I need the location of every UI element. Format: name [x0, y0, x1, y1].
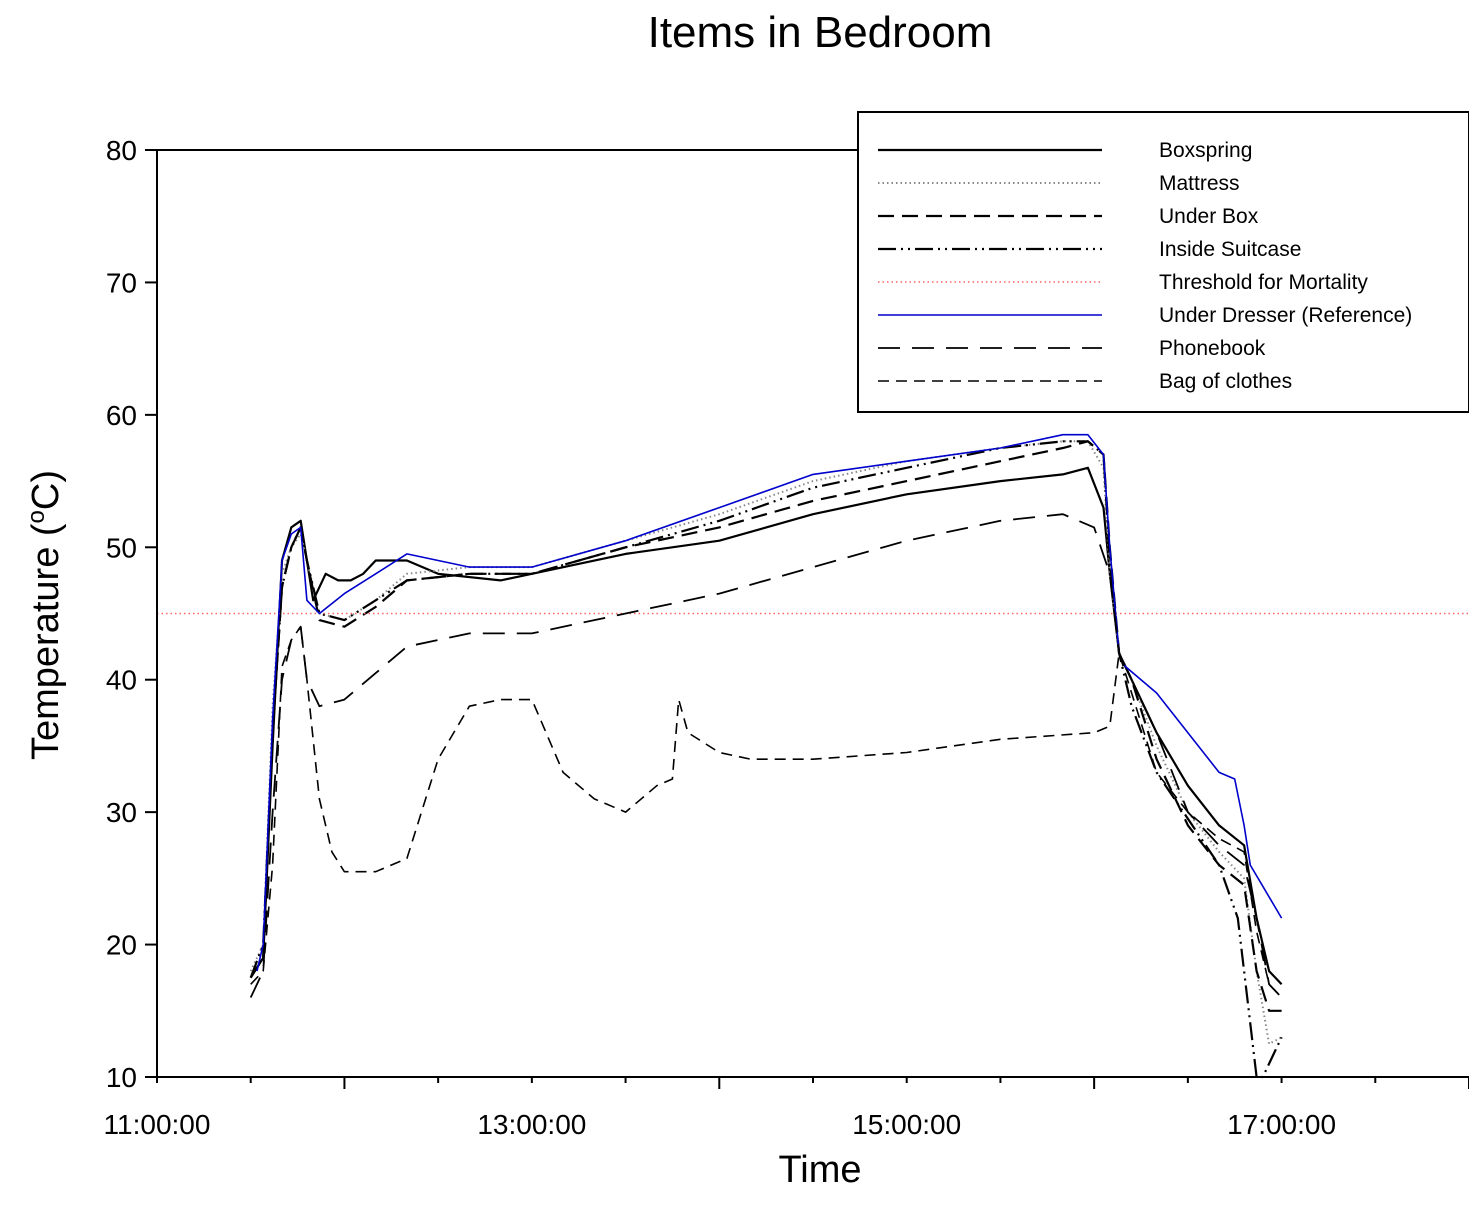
legend-label: Phonebook	[1159, 337, 1266, 360]
y-tick-label: 80	[106, 135, 137, 166]
x-tick-label: 15:00:00	[852, 1109, 961, 1140]
series-bag-of-clothes	[250, 625, 1283, 999]
x-tick-label: 17:00:00	[1227, 1109, 1336, 1140]
y-tick-label: 40	[106, 665, 137, 696]
legend-box	[857, 111, 1469, 413]
legend-label: Mattress	[1159, 172, 1240, 195]
y-tick-label: 60	[106, 400, 137, 431]
y-axis-title-sup: o	[23, 510, 50, 523]
chart-title: Items in Bedroom	[647, 8, 993, 57]
axes-layer: 10 20 30 40 50 60 70 80 11:00:00 13:00:00 15:00:00…	[104, 135, 1469, 1140]
series-under-dresser-reference	[256, 433, 1283, 972]
y-tick-label: 30	[106, 797, 137, 828]
x-axis-title: Time	[778, 1149, 861, 1191]
x-tick-label: 13:00:00	[477, 1109, 586, 1140]
series-layer	[157, 433, 1469, 1079]
series-inside-suitcase	[249, 440, 1283, 1079]
legend-label: Inside Suitcase	[1159, 238, 1301, 261]
series-mattress	[249, 440, 1283, 1045]
legend: Boxspring Mattress Under Box Inside Suitcas…	[857, 111, 1469, 413]
legend-label: Threshold for Mortality	[1159, 271, 1368, 294]
series-boxspring	[249, 466, 1283, 986]
legend-label: Boxspring	[1159, 139, 1252, 162]
legend-label: Under Box	[1159, 205, 1259, 228]
x-tick-label: 11:00:00	[104, 1109, 211, 1140]
y-tick-label: 20	[106, 930, 137, 961]
y-axis-title: Temperature (oC)	[23, 470, 67, 760]
y-tick-label: 50	[106, 532, 137, 563]
legend-label: Bag of clothes	[1159, 370, 1292, 393]
series-phonebook	[249, 513, 1283, 999]
legend-label: Under Dresser (Reference)	[1159, 304, 1412, 327]
y-axis-title-main: Temperature (	[25, 523, 67, 760]
y-tick-label: 70	[106, 267, 137, 298]
y-tick-label: 10	[106, 1062, 137, 1093]
y-axis-title-unit: C)	[25, 470, 67, 510]
